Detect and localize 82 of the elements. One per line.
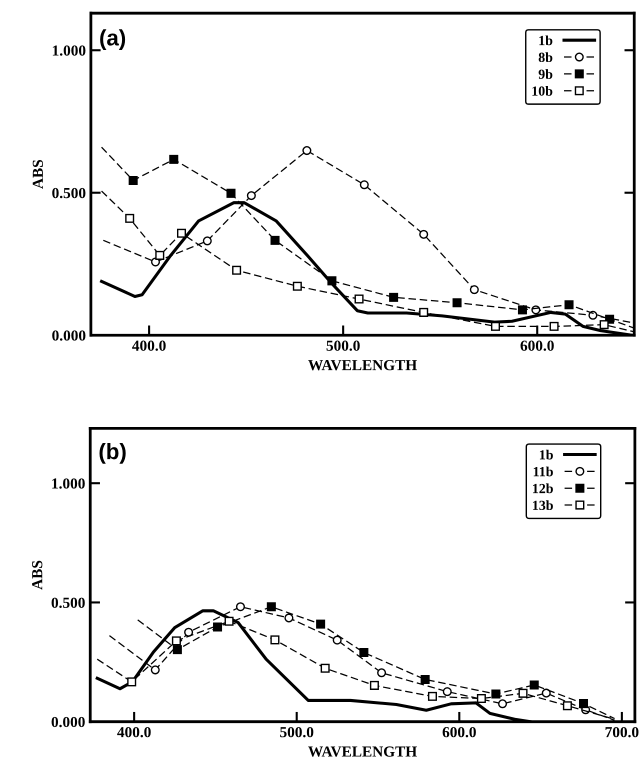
point — [213, 622, 222, 632]
point — [327, 276, 336, 286]
point — [332, 636, 342, 645]
y-tick-label: 0.000 — [52, 330, 86, 341]
legend-label: 8b — [538, 52, 552, 62]
x-tick-label: 600.0 — [442, 726, 476, 738]
point — [155, 250, 164, 260]
x-tick-label: 400.0 — [132, 340, 166, 351]
x-tick-label: 500.0 — [326, 340, 360, 351]
legend-label: 1b — [539, 35, 552, 46]
point — [498, 699, 508, 708]
point — [419, 230, 428, 239]
y-tick-label: 1.000 — [52, 45, 86, 56]
point — [150, 257, 160, 267]
y-tick-label: 0.500 — [52, 598, 85, 608]
y-tick-label: 1.000 — [52, 478, 85, 489]
point — [184, 628, 194, 637]
point — [578, 699, 588, 708]
legend-label: 9b — [538, 69, 552, 79]
point — [564, 300, 574, 310]
point — [530, 680, 539, 690]
point — [354, 294, 364, 304]
point — [518, 688, 528, 698]
point — [266, 602, 276, 612]
point — [320, 664, 330, 673]
point — [442, 687, 452, 696]
x-tick-label: 700.0 — [606, 726, 638, 738]
annotation: (a) — [100, 29, 126, 50]
point — [128, 176, 138, 185]
point — [542, 688, 551, 698]
y-axis-title: ABS — [32, 160, 43, 189]
point — [172, 636, 181, 646]
point — [360, 180, 369, 190]
point — [428, 692, 437, 701]
point — [389, 292, 398, 302]
point — [476, 694, 486, 704]
point — [270, 635, 280, 644]
point — [232, 266, 242, 275]
x-axis-title: WAVELENGTH — [308, 360, 417, 370]
point — [452, 298, 462, 308]
legend-label: 11b — [534, 466, 553, 476]
point — [420, 674, 430, 684]
point — [246, 191, 256, 200]
legend-label: 1b — [540, 450, 553, 460]
legend-label: 10b — [532, 86, 552, 96]
x-axis-title: WAVELENGTH — [308, 746, 417, 757]
x-tick-label: 600.0 — [520, 340, 554, 351]
point — [470, 285, 479, 294]
point — [491, 690, 500, 699]
point — [236, 602, 245, 612]
point — [490, 322, 500, 331]
point — [284, 613, 294, 622]
point — [125, 214, 134, 223]
point — [600, 320, 609, 330]
point — [226, 188, 236, 198]
point — [562, 701, 572, 710]
point — [550, 322, 559, 331]
point — [176, 228, 186, 238]
x-tick-label: 500.0 — [280, 726, 314, 738]
point — [419, 308, 428, 317]
y-tick-label: 0.000 — [52, 716, 85, 728]
point — [302, 146, 312, 156]
point — [270, 236, 280, 245]
point — [202, 236, 212, 246]
point — [316, 620, 326, 629]
point — [150, 665, 160, 674]
point — [224, 616, 234, 626]
point — [172, 645, 182, 654]
x-tick-label: 400.0 — [117, 726, 151, 738]
point — [588, 310, 598, 320]
point — [127, 677, 136, 686]
point — [359, 648, 368, 658]
point — [370, 680, 379, 690]
legend-label: 13b — [532, 500, 553, 510]
y-axis-title: ABS — [32, 560, 42, 590]
point — [377, 668, 386, 678]
annotation: (b) — [100, 443, 126, 464]
point — [169, 154, 178, 164]
point — [292, 282, 302, 291]
y-tick-label: 0.500 — [52, 188, 86, 198]
point — [518, 305, 527, 314]
legend-label: 12b — [532, 483, 553, 494]
